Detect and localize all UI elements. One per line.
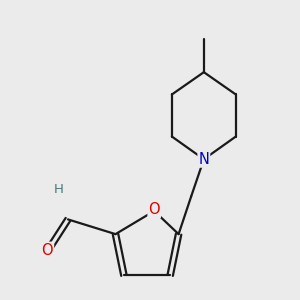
Text: H: H [53, 184, 63, 196]
Text: O: O [42, 243, 53, 258]
Text: O: O [148, 202, 160, 217]
Text: N: N [198, 152, 209, 167]
